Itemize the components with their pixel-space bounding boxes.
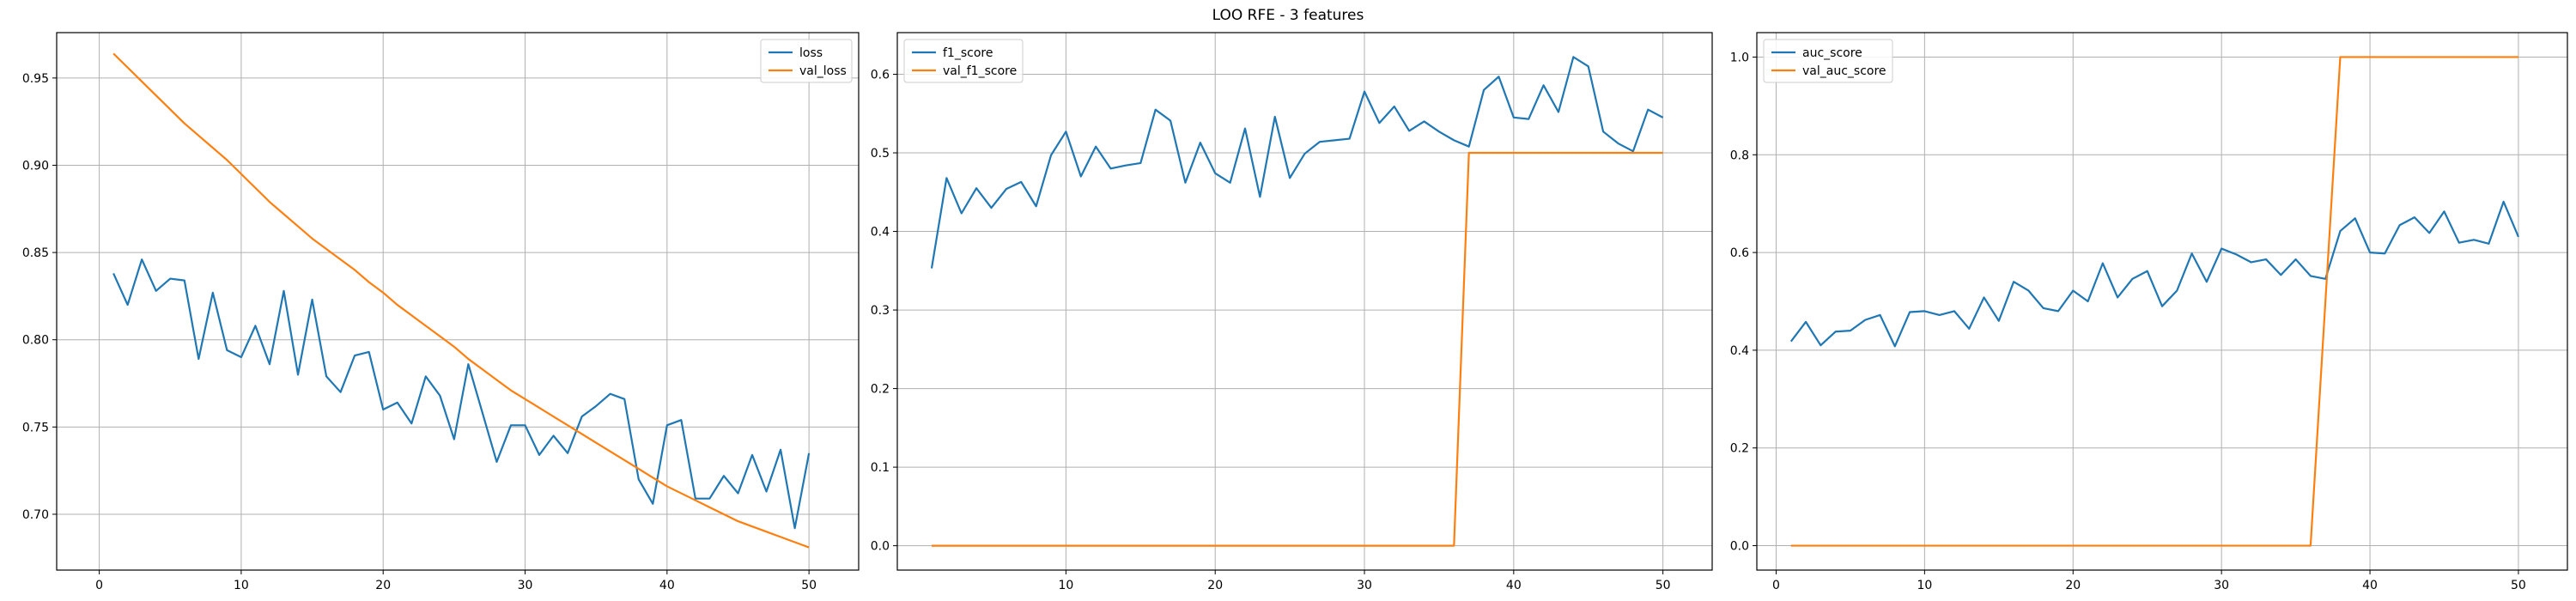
auc-axes-frame [1756,32,2568,571]
f1-legend: f1_score val_f1_score [903,39,1024,83]
loss-ytick-label-4: 0.90 [22,159,49,173]
loss-series-loss [112,258,811,530]
loss-ytick-label-5: 0.95 [22,72,49,86]
loss-xtick-label-4: 40 [659,579,675,592]
loss-axes-frame [56,32,860,571]
loss-xtick-label-3: 30 [518,579,533,592]
loss-legend-box [760,39,853,83]
f1-legend-box [903,39,1024,83]
auc-xtick-label-1: 10 [1917,579,1932,592]
f1-xtick-label-2: 30 [1357,579,1372,592]
loss-xtick-label-5: 50 [801,579,817,592]
loss-legend-label-val_loss: val_loss [799,64,847,78]
auc-xtick-label-2: 20 [2065,579,2081,592]
f1-xtick-label-1: 20 [1207,579,1223,592]
loss-xtick-label-0: 0 [95,579,103,592]
auc-series-auc_score [1789,200,2519,348]
auc-series-val_auc_score [1790,56,2518,547]
f1-series-f1_score [930,56,1664,269]
auc-legend: auc_score val_auc_score [1763,39,1893,83]
f1-ytick-label-1: 0.1 [871,461,890,475]
auc-xtick-label-5: 50 [2511,579,2526,592]
loss-legend-label-loss: loss [799,46,823,60]
loss-ytick-label-2: 0.80 [22,334,49,348]
loss-ytick-label-0: 0.70 [22,508,49,522]
auc-xtick-label-0: 0 [1772,579,1780,592]
auc-legend-label-auc_score: auc_score [1802,46,1862,60]
f1-ytick-label-2: 0.2 [871,383,890,397]
f1-ytick-label-0: 0.0 [871,540,890,554]
f1-legend-label-val_f1_score: val_f1_score [943,64,1017,78]
f1-ytick-label-6: 0.6 [871,69,890,82]
auc-ytick-label-1: 0.2 [1730,442,1749,456]
loss-ytick-label-1: 0.75 [22,421,49,434]
auc-ytick-label-2: 0.4 [1730,344,1749,358]
auc-ytick-label-5: 1.0 [1730,51,1749,64]
f1-xtick-label-4: 50 [1656,579,1671,592]
loss-xtick-label-1: 10 [234,579,249,592]
auc-legend-box [1763,39,1893,83]
f1-legend-label-f1_score: f1_score [943,46,993,60]
f1-axes-frame [896,32,1713,571]
loss-series-val_loss [112,52,810,549]
loss-xtick-label-2: 20 [375,579,391,592]
f1-xtick-label-0: 10 [1058,579,1073,592]
auc-xtick-label-3: 30 [2214,579,2229,592]
loss-legend: loss val_loss [760,39,853,83]
auc-legend-label-val_auc_score: val_auc_score [1802,64,1886,78]
auc-ytick-label-0: 0.0 [1730,540,1749,554]
f1-ytick-label-4: 0.4 [871,226,890,240]
f1-ytick-label-5: 0.5 [871,147,890,161]
auc-ytick-label-4: 0.8 [1730,149,1749,162]
auc-xtick-label-4: 40 [2362,579,2378,592]
figure-title: LOO RFE - 3 features [1212,7,1364,24]
f1-xtick-label-3: 40 [1506,579,1522,592]
loss-ytick-label-3: 0.85 [22,246,49,260]
f1-ytick-label-3: 0.3 [871,304,890,318]
auc-ytick-label-3: 0.6 [1730,246,1749,260]
f1-series-val_f1_score [931,151,1663,547]
